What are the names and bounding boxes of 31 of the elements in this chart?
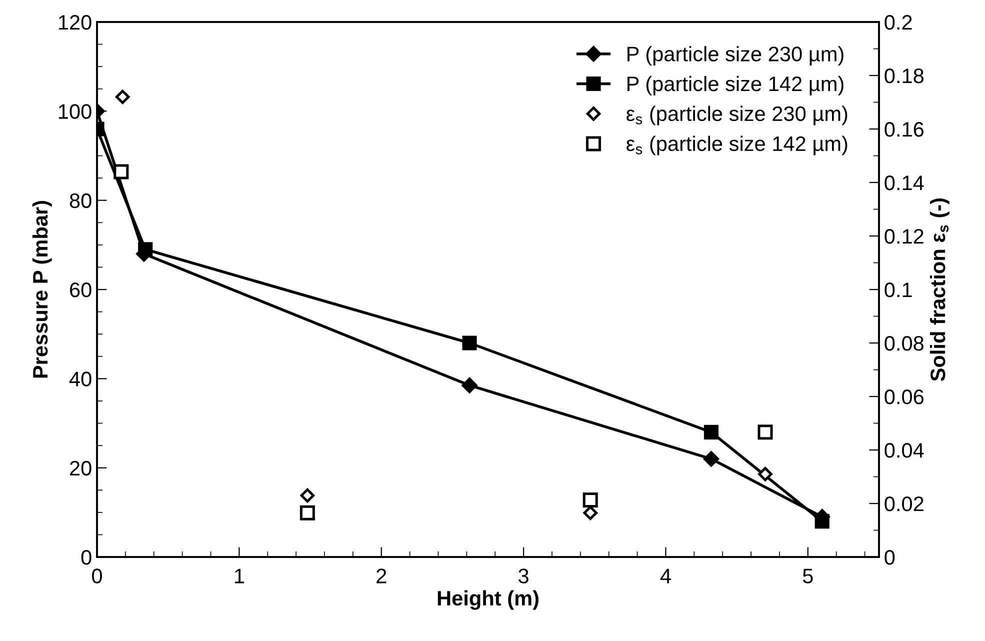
y-tick-label: 40 xyxy=(69,372,92,386)
y2-tick-label: 0.2 xyxy=(884,15,912,30)
legend-label: ε$_{s}$ (particle size 142 µm) xyxy=(626,136,848,156)
y2-axis-title: Solid fraction ε$_{s}$ (-) xyxy=(930,198,950,382)
x-tick-label: 5 xyxy=(802,568,813,584)
y2-tick-label: 0.12 xyxy=(884,229,924,244)
y-tick-label: 80 xyxy=(70,193,92,208)
y2-tick-label: 0.04 xyxy=(884,443,924,458)
legend-label: ε$_{s}$ (particle size 230 µm) xyxy=(626,106,848,126)
y2-tick-label: 0.14 xyxy=(884,176,924,190)
y-tick-label: 0 xyxy=(81,550,92,565)
y-axis-title: Pressure P (mbar) xyxy=(32,200,52,378)
x-tick-label: 2 xyxy=(376,568,386,584)
y2-tick-label: 0.18 xyxy=(884,68,924,84)
x-tick-label: 0 xyxy=(92,568,102,584)
y-tick-label: 60 xyxy=(70,282,92,298)
y-tick-label: 100 xyxy=(58,104,92,119)
y2-tick-label: 0.08 xyxy=(884,336,924,351)
y2-tick-label: 0.16 xyxy=(884,122,924,137)
y-tick-label: 120 xyxy=(58,15,92,30)
y2-tick-label: 0 xyxy=(884,550,895,565)
y2-tick-label: 0.02 xyxy=(884,496,924,512)
x-tick-label: 1 xyxy=(234,568,244,584)
x-axis-title: Height (m) xyxy=(438,590,538,610)
x-tick-label: 3 xyxy=(518,568,528,584)
legend-label: P (particle size 142 µm) xyxy=(628,76,844,96)
x-tick-label: 4 xyxy=(660,568,671,584)
y2-tick-label: 0.1 xyxy=(884,282,912,298)
legend-label: P (particle size 230 µm) xyxy=(628,46,844,66)
y2-tick-label: 0.06 xyxy=(884,390,924,404)
y-tick-label: 20 xyxy=(70,460,92,476)
